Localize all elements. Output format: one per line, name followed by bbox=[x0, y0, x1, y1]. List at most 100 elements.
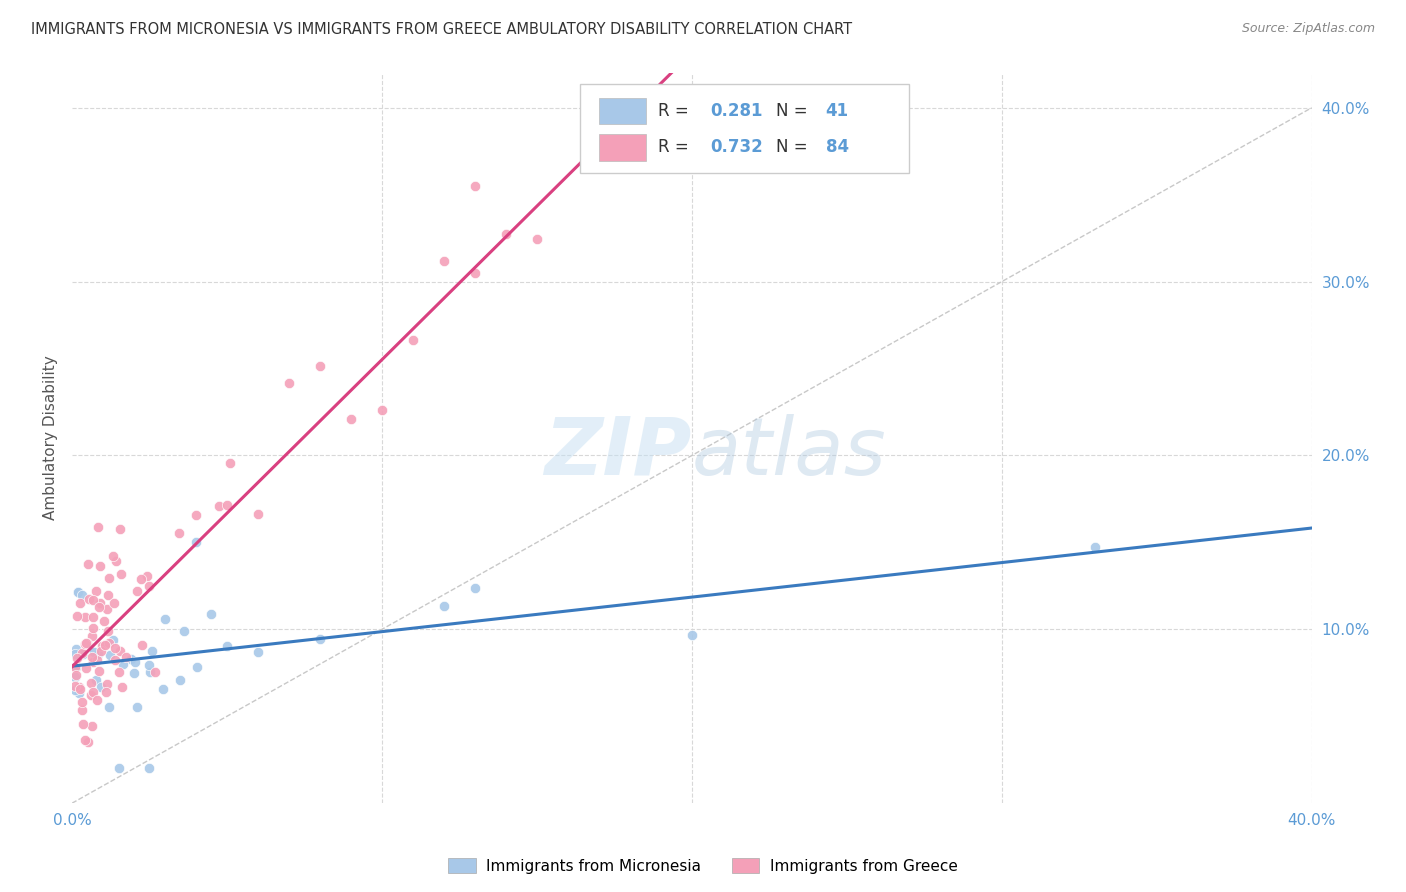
Point bbox=[67, 686, 90, 700]
Point bbox=[67, 681, 90, 695]
Point bbox=[169, 525, 191, 540]
Point bbox=[108, 665, 131, 679]
Point bbox=[184, 535, 207, 549]
Point bbox=[89, 558, 111, 573]
Point bbox=[98, 571, 121, 585]
Point bbox=[138, 761, 160, 775]
Point bbox=[371, 403, 394, 417]
Point bbox=[80, 650, 103, 665]
Point bbox=[215, 498, 238, 512]
Point bbox=[90, 640, 112, 654]
Point bbox=[103, 596, 125, 610]
Point bbox=[89, 596, 111, 610]
Point bbox=[75, 660, 97, 674]
Text: 0.281: 0.281 bbox=[710, 102, 763, 120]
Point bbox=[96, 684, 118, 698]
Point bbox=[86, 653, 108, 667]
Point bbox=[122, 666, 145, 681]
Point bbox=[141, 644, 163, 658]
Point bbox=[138, 579, 160, 593]
Point bbox=[65, 651, 87, 665]
FancyBboxPatch shape bbox=[581, 84, 908, 173]
Point bbox=[94, 638, 117, 652]
Point bbox=[215, 639, 238, 653]
Point bbox=[72, 717, 94, 731]
Point bbox=[63, 647, 86, 661]
Legend: Immigrants from Micronesia, Immigrants from Greece: Immigrants from Micronesia, Immigrants f… bbox=[441, 852, 965, 880]
Point bbox=[246, 645, 269, 659]
FancyBboxPatch shape bbox=[599, 135, 645, 161]
Point bbox=[80, 719, 103, 733]
Point bbox=[681, 101, 703, 115]
Point bbox=[83, 645, 105, 659]
Text: Source: ZipAtlas.com: Source: ZipAtlas.com bbox=[1241, 22, 1375, 36]
Point bbox=[464, 266, 486, 280]
Point bbox=[87, 520, 110, 534]
Point bbox=[72, 588, 94, 602]
Text: N =: N = bbox=[776, 102, 813, 120]
Point bbox=[63, 683, 86, 698]
Point bbox=[65, 660, 87, 674]
Point bbox=[98, 636, 121, 650]
Point bbox=[86, 583, 108, 598]
Point bbox=[218, 456, 240, 470]
Point bbox=[131, 639, 153, 653]
Point bbox=[72, 695, 94, 709]
Point bbox=[73, 637, 96, 651]
Point bbox=[169, 673, 191, 688]
Point bbox=[681, 628, 703, 642]
Y-axis label: Ambulatory Disability: Ambulatory Disability bbox=[44, 356, 58, 520]
Text: 41: 41 bbox=[825, 102, 849, 120]
Text: R =: R = bbox=[658, 102, 695, 120]
Point bbox=[433, 254, 456, 268]
Point bbox=[98, 700, 121, 714]
Point bbox=[82, 684, 104, 698]
Text: R =: R = bbox=[658, 138, 695, 156]
Point bbox=[82, 592, 104, 607]
Point bbox=[464, 179, 486, 194]
Point bbox=[77, 591, 100, 606]
Point bbox=[97, 588, 120, 602]
Point bbox=[82, 621, 104, 635]
Point bbox=[114, 650, 136, 665]
Point bbox=[103, 641, 125, 656]
Point bbox=[82, 655, 104, 669]
Point bbox=[105, 554, 128, 568]
Text: N =: N = bbox=[776, 138, 813, 156]
Point bbox=[173, 624, 195, 639]
Point bbox=[104, 653, 127, 667]
Point bbox=[464, 581, 486, 595]
Point bbox=[90, 681, 112, 695]
Point bbox=[96, 677, 118, 691]
Point bbox=[86, 692, 108, 706]
Point bbox=[246, 507, 269, 521]
Point bbox=[309, 359, 332, 374]
Point bbox=[69, 596, 91, 610]
Point bbox=[143, 665, 166, 680]
Point bbox=[93, 614, 115, 628]
Point bbox=[75, 732, 97, 747]
Point bbox=[65, 641, 87, 656]
FancyBboxPatch shape bbox=[599, 98, 645, 124]
Point bbox=[63, 670, 86, 684]
Point bbox=[433, 599, 456, 614]
Point bbox=[138, 665, 160, 680]
Point bbox=[110, 566, 132, 581]
Point bbox=[67, 584, 90, 599]
Point bbox=[112, 657, 135, 672]
Point bbox=[108, 761, 131, 775]
Point bbox=[309, 632, 332, 646]
Point bbox=[66, 608, 89, 623]
Point bbox=[588, 145, 610, 159]
Point bbox=[200, 607, 222, 621]
Point bbox=[111, 681, 134, 695]
Point bbox=[90, 644, 112, 658]
Point bbox=[75, 636, 97, 650]
Text: 84: 84 bbox=[825, 138, 849, 156]
Point bbox=[76, 636, 98, 650]
Point bbox=[97, 624, 120, 639]
Point bbox=[70, 646, 93, 660]
Point bbox=[100, 648, 122, 662]
Point bbox=[402, 333, 425, 347]
Point bbox=[186, 659, 208, 673]
